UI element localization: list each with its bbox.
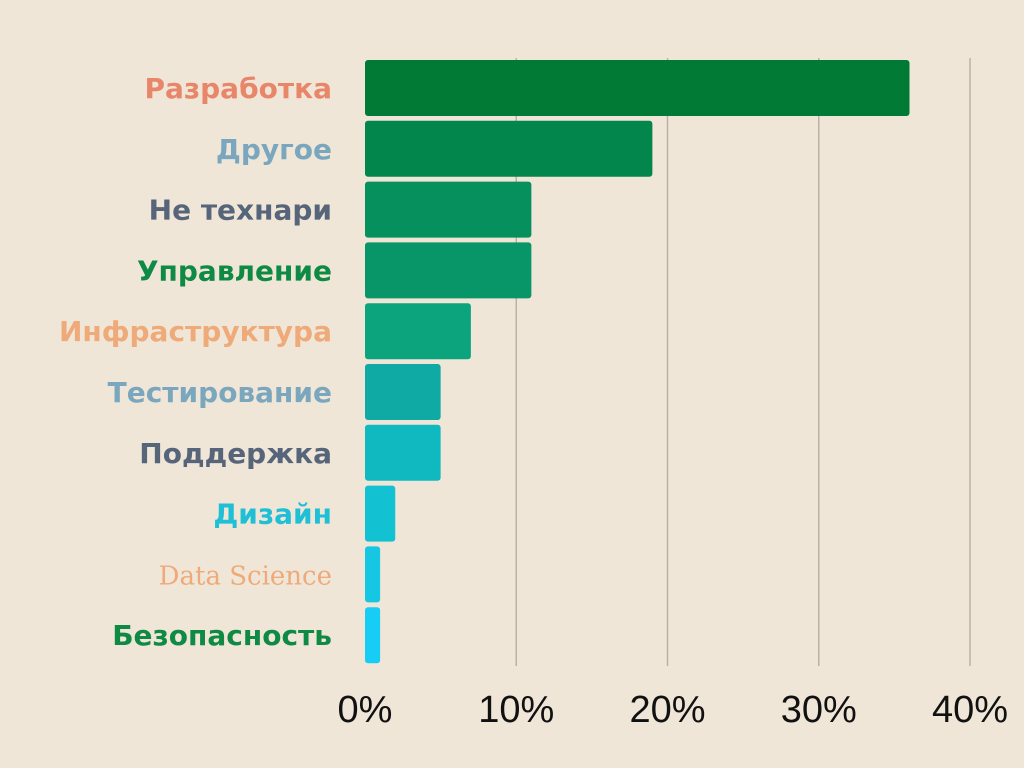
bar — [365, 60, 910, 116]
category-label: Data Science — [159, 561, 332, 591]
category-label: Дизайн — [213, 498, 332, 531]
bar — [365, 607, 381, 664]
x-tick-labels: 0% 10% 20% 30% 40% — [338, 689, 1008, 731]
bar — [365, 424, 441, 481]
bar — [365, 181, 532, 238]
x-tick-label: 0% — [338, 689, 393, 731]
category-label: Разработка — [144, 72, 332, 105]
bar — [365, 546, 381, 603]
category-label: Другое — [216, 133, 332, 166]
bar — [365, 485, 396, 542]
x-tick-label: 30% — [781, 689, 857, 731]
category-label: Поддержка — [139, 437, 332, 470]
x-tick-label: 40% — [932, 689, 1008, 731]
category-label: Тестирование — [108, 376, 332, 409]
bar — [365, 364, 441, 420]
bar — [365, 120, 653, 177]
bars — [365, 60, 910, 664]
gridlines — [515, 58, 971, 666]
category-label: Безопасность — [112, 619, 332, 652]
category-label: Управление — [137, 254, 332, 287]
x-tick-label: 20% — [629, 689, 705, 731]
category-label: Не технари — [149, 194, 332, 227]
bar — [365, 242, 532, 299]
bar — [365, 303, 471, 360]
category-label: Инфраструктура — [59, 315, 332, 348]
category-labels: Разработка Другое Не технари Управление Инфр… — [59, 72, 332, 652]
x-tick-label: 10% — [478, 689, 554, 731]
